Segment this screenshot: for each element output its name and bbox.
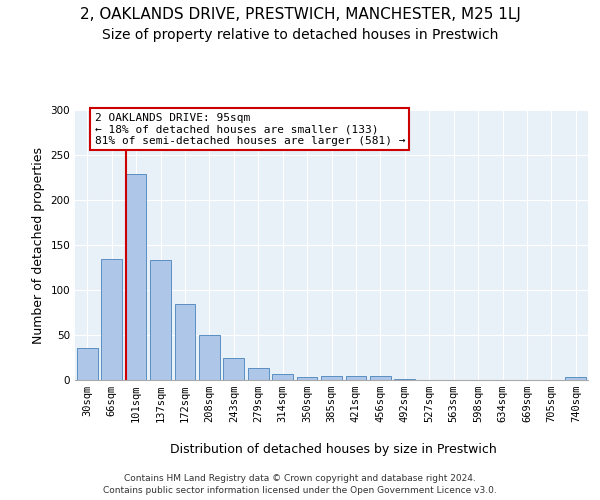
Text: Contains HM Land Registry data © Crown copyright and database right 2024.
Contai: Contains HM Land Registry data © Crown c… <box>103 474 497 495</box>
Text: 2, OAKLANDS DRIVE, PRESTWICH, MANCHESTER, M25 1LJ: 2, OAKLANDS DRIVE, PRESTWICH, MANCHESTER… <box>80 8 520 22</box>
Text: Distribution of detached houses by size in Prestwich: Distribution of detached houses by size … <box>170 442 496 456</box>
Bar <box>77 348 98 380</box>
Bar <box>175 304 196 380</box>
Text: 2 OAKLANDS DRIVE: 95sqm
← 18% of detached houses are smaller (133)
81% of semi-d: 2 OAKLANDS DRIVE: 95sqm ← 18% of detache… <box>95 112 405 146</box>
Bar <box>394 379 415 380</box>
Bar <box>199 335 220 380</box>
Y-axis label: Number of detached properties: Number of detached properties <box>32 146 45 344</box>
Bar <box>272 374 293 380</box>
Text: Size of property relative to detached houses in Prestwich: Size of property relative to detached ho… <box>102 28 498 42</box>
Bar <box>223 358 244 380</box>
Bar <box>125 174 146 380</box>
Bar <box>565 378 586 380</box>
Bar <box>248 368 269 380</box>
Bar <box>346 376 367 380</box>
Bar <box>150 260 171 380</box>
Bar <box>101 258 122 380</box>
Bar <box>370 376 391 380</box>
Bar <box>296 378 317 380</box>
Bar <box>321 376 342 380</box>
